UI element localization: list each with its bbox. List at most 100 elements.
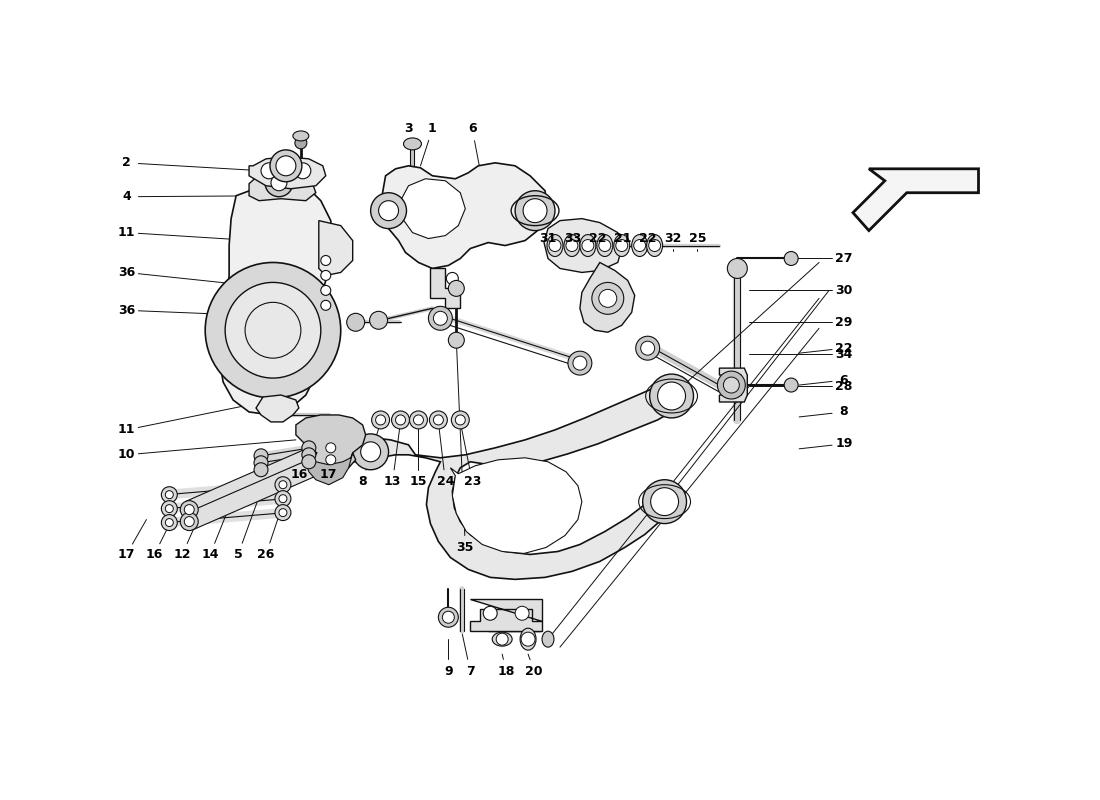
Ellipse shape: [564, 234, 580, 257]
Text: 36: 36: [118, 266, 135, 279]
Circle shape: [276, 156, 296, 176]
Polygon shape: [219, 182, 333, 415]
Circle shape: [449, 281, 464, 296]
Text: 18: 18: [497, 665, 515, 678]
Ellipse shape: [547, 234, 563, 257]
Text: 28: 28: [835, 379, 852, 393]
Text: 8: 8: [839, 406, 848, 418]
Circle shape: [616, 239, 628, 251]
Circle shape: [521, 632, 535, 646]
Text: 14: 14: [201, 548, 219, 561]
Text: 12: 12: [174, 548, 191, 561]
Circle shape: [568, 351, 592, 375]
Text: 11: 11: [118, 423, 135, 436]
Text: 21: 21: [614, 232, 631, 245]
Circle shape: [650, 488, 679, 515]
Text: 22: 22: [590, 232, 606, 245]
Circle shape: [636, 336, 660, 360]
Ellipse shape: [597, 234, 613, 257]
Circle shape: [573, 356, 587, 370]
Circle shape: [275, 490, 290, 506]
Circle shape: [483, 606, 497, 620]
Text: 17: 17: [320, 468, 338, 482]
Circle shape: [301, 455, 316, 469]
Text: 23: 23: [463, 475, 481, 488]
Text: 33: 33: [564, 232, 582, 245]
Circle shape: [254, 456, 268, 470]
Circle shape: [226, 282, 321, 378]
Circle shape: [451, 411, 470, 429]
Polygon shape: [306, 453, 353, 485]
Circle shape: [449, 332, 464, 348]
Circle shape: [515, 606, 529, 620]
Circle shape: [361, 442, 381, 462]
Circle shape: [162, 514, 177, 530]
Circle shape: [428, 306, 452, 330]
Polygon shape: [383, 163, 548, 269]
Circle shape: [265, 169, 293, 197]
Text: 9: 9: [444, 665, 453, 678]
Text: 16: 16: [290, 468, 308, 482]
Text: 10: 10: [118, 448, 135, 462]
Text: 5: 5: [233, 548, 242, 561]
Circle shape: [279, 509, 287, 517]
Circle shape: [784, 251, 799, 266]
Circle shape: [322, 439, 340, 457]
Ellipse shape: [542, 631, 554, 647]
Circle shape: [254, 462, 268, 477]
Polygon shape: [249, 170, 316, 201]
Circle shape: [549, 239, 561, 251]
Circle shape: [275, 505, 290, 521]
Text: 6: 6: [839, 374, 848, 386]
Circle shape: [496, 633, 508, 645]
Text: 15: 15: [409, 475, 427, 488]
Ellipse shape: [580, 234, 596, 257]
Text: 3: 3: [404, 122, 412, 135]
Text: 22: 22: [835, 342, 852, 354]
Text: 13: 13: [384, 475, 402, 488]
Circle shape: [375, 415, 386, 425]
Circle shape: [409, 411, 428, 429]
Circle shape: [378, 201, 398, 221]
Text: 32: 32: [664, 232, 681, 245]
Circle shape: [724, 377, 739, 393]
Circle shape: [455, 415, 465, 425]
Text: 8: 8: [359, 475, 367, 488]
Circle shape: [270, 150, 301, 182]
Text: 35: 35: [456, 541, 474, 554]
Circle shape: [326, 443, 336, 453]
Text: 16: 16: [145, 548, 163, 561]
Polygon shape: [430, 269, 460, 308]
Text: 25: 25: [689, 232, 706, 245]
Circle shape: [185, 505, 195, 514]
Circle shape: [162, 486, 177, 502]
Circle shape: [326, 455, 336, 465]
Polygon shape: [186, 440, 334, 518]
Circle shape: [275, 477, 290, 493]
Circle shape: [717, 371, 746, 399]
Circle shape: [515, 190, 556, 230]
Text: 22: 22: [639, 232, 657, 245]
Circle shape: [180, 513, 198, 530]
Polygon shape: [331, 382, 682, 579]
Text: 2: 2: [122, 156, 131, 170]
Circle shape: [162, 501, 177, 517]
Circle shape: [371, 193, 407, 229]
Text: 7: 7: [466, 665, 475, 678]
Text: 20: 20: [526, 665, 542, 678]
Circle shape: [392, 411, 409, 429]
Polygon shape: [296, 415, 365, 468]
Polygon shape: [186, 451, 334, 530]
Polygon shape: [852, 169, 979, 230]
Ellipse shape: [404, 138, 421, 150]
Circle shape: [295, 137, 307, 149]
Circle shape: [727, 258, 747, 278]
Circle shape: [261, 163, 277, 178]
Polygon shape: [719, 368, 747, 402]
Circle shape: [165, 490, 174, 498]
Circle shape: [254, 449, 268, 462]
Circle shape: [433, 415, 443, 425]
Text: 30: 30: [835, 284, 852, 297]
Polygon shape: [471, 599, 542, 631]
Circle shape: [442, 611, 454, 623]
